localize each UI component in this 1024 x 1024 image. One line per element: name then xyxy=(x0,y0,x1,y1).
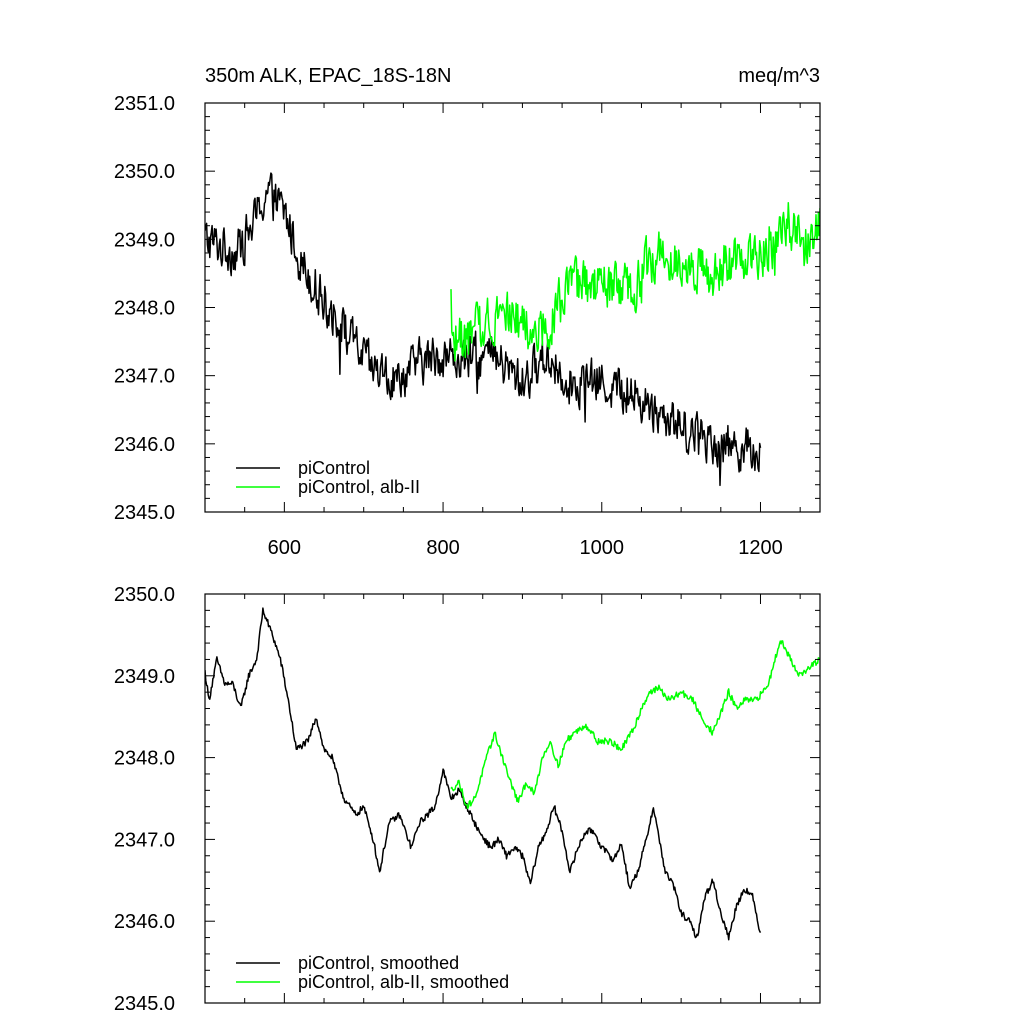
legend-label: piControl, alb-II xyxy=(298,477,420,497)
y-tick-label: 2348.0 xyxy=(114,298,175,320)
y-tick-label: 2346.0 xyxy=(114,911,175,933)
y-tick-label: 2345.0 xyxy=(114,502,175,524)
y-tick-label: 2346.0 xyxy=(114,434,175,456)
top-panel: 350m ALK, EPAC_18S-18N meq/m^3 2345.0234… xyxy=(114,65,821,559)
x-tick-label: 1000 xyxy=(580,537,625,559)
top-plot-area xyxy=(205,172,820,487)
y-tick-label: 2349.0 xyxy=(114,666,175,688)
x-tick-label: 1200 xyxy=(738,537,783,559)
x-tick-label: 600 xyxy=(268,537,301,559)
y-tick-label: 2348.0 xyxy=(114,748,175,770)
y-tick-label: 2345.0 xyxy=(114,993,175,1015)
bottom-panel: 2345.0 2346.0 2347.0 2348.0 2349.0 2350.0 piC… xyxy=(114,584,821,1015)
y-tick-label: 2347.0 xyxy=(114,366,175,388)
legend-label: piControl, smoothed xyxy=(298,953,459,973)
y-tick-label: 2350.0 xyxy=(114,161,175,183)
y-tick-label: 2351.0 xyxy=(114,93,175,115)
y-tick-label: 2350.0 xyxy=(114,584,175,606)
series-line-picontrol-panel-2 xyxy=(205,607,762,941)
legend-label: piControl, alb-II, smoothed xyxy=(298,972,509,992)
series-line-picontrol-alb-ii-panel-1 xyxy=(450,202,820,362)
top-axes: 2345.0 2346.0 2347.0 2348.0 2349.0 2350.0 2351… xyxy=(114,93,821,559)
bottom-plot-area xyxy=(205,607,820,941)
y-tick-label: 2347.0 xyxy=(114,829,175,851)
x-tick-label: 800 xyxy=(426,537,459,559)
y-tick-label: 2349.0 xyxy=(114,229,175,251)
legend-label: piControl xyxy=(298,458,370,478)
series-line-picontrol-alb-ii-panel-2 xyxy=(450,640,820,810)
series-line-picontrol-panel-1 xyxy=(205,172,762,487)
bottom-axes: 2345.0 2346.0 2347.0 2348.0 2349.0 2350.0 xyxy=(114,584,821,1015)
plot-frame xyxy=(204,593,821,1004)
top-panel-units: meq/m^3 xyxy=(738,65,820,87)
top-panel-title: 350m ALK, EPAC_18S-18N xyxy=(205,65,451,87)
